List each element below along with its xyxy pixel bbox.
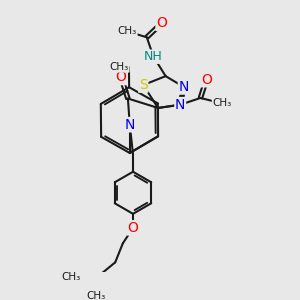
- Text: O: O: [156, 16, 167, 30]
- Text: CH₃: CH₃: [86, 290, 105, 300]
- Text: O: O: [128, 221, 138, 235]
- Text: NH: NH: [144, 50, 163, 63]
- Text: O: O: [201, 73, 212, 87]
- Text: N: N: [175, 98, 185, 112]
- Text: S: S: [139, 78, 148, 92]
- Text: CH₃: CH₃: [62, 272, 81, 282]
- Text: CH₃: CH₃: [118, 26, 137, 36]
- Text: CH₃: CH₃: [110, 62, 129, 72]
- Text: O: O: [116, 70, 127, 85]
- Text: N: N: [124, 118, 135, 132]
- Text: N: N: [178, 80, 189, 94]
- Text: CH₃: CH₃: [212, 98, 232, 108]
